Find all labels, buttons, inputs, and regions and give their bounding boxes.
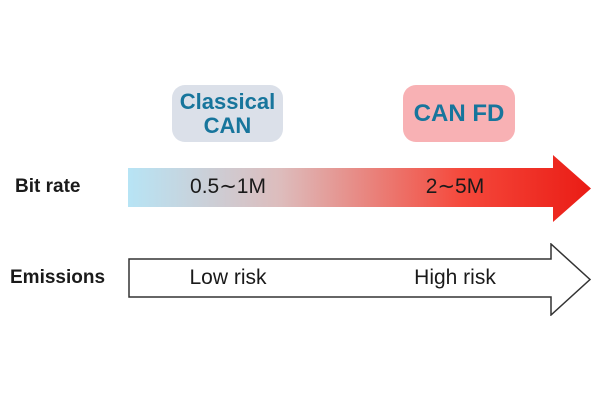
classical-can-badge-line1: Classical bbox=[179, 88, 276, 114]
can-fd-badge-label: CAN FD bbox=[413, 99, 505, 127]
emissions-label: Emissions bbox=[10, 267, 106, 288]
bit-rate-arrow-shape bbox=[128, 155, 591, 222]
classical-can-badge-line2: CAN bbox=[203, 112, 252, 138]
emissions-arrow-shape bbox=[128, 243, 592, 316]
emissions-can-fd-value: High risk bbox=[414, 266, 496, 289]
classical-can-badge: Classical CAN bbox=[172, 85, 283, 142]
can-fd-badge: CAN FD bbox=[403, 85, 515, 142]
bit-rate-classical-value: 0.5∼1M bbox=[190, 175, 266, 198]
bit-rate-can-fd-value: 2∼5M bbox=[425, 175, 485, 198]
emissions-classical-value: Low risk bbox=[189, 266, 267, 289]
emissions-outline-arrow bbox=[128, 243, 592, 316]
bit-rate-gradient-arrow bbox=[128, 155, 591, 222]
bit-rate-label: Bit rate bbox=[15, 176, 81, 197]
